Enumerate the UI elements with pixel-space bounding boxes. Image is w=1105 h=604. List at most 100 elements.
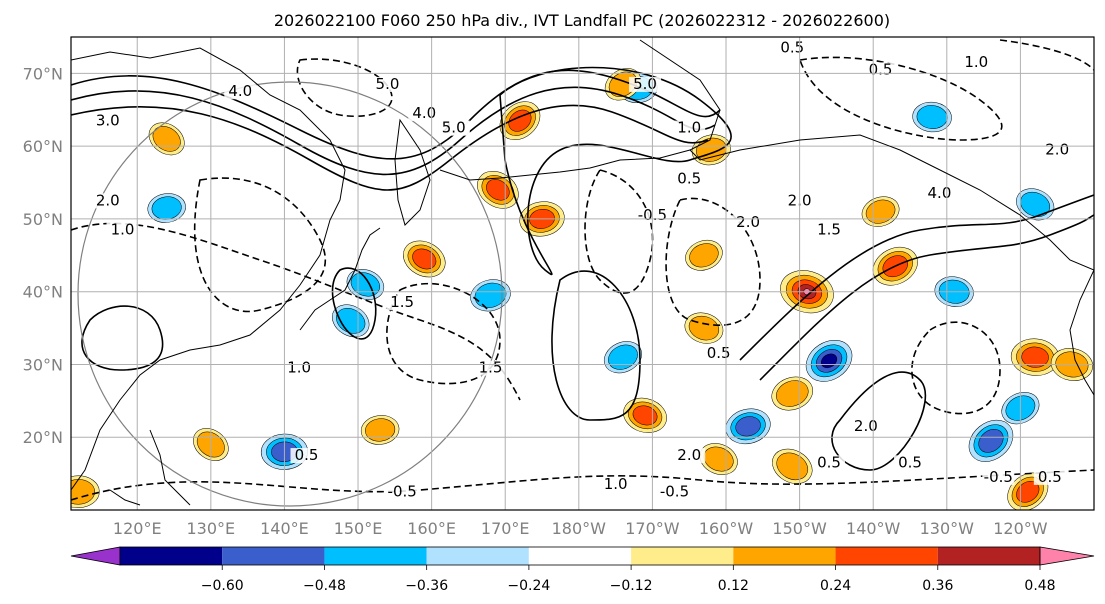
contour-label-bg [629,76,662,92]
y-tick-label: 50°N [23,210,63,229]
colorbar-segment [324,547,427,565]
divergence-shade-level [1020,191,1051,217]
contour-label: 2.0 [96,191,120,209]
map-plot-area: 2.0 5.0 4.0 5.0 4.0 3.0 2.0 1.0 1.5 1.5 1.0 0.5 -0.5… [71,37,1094,510]
negative-divergence-contour [584,169,654,294]
map-frame [70,36,1095,511]
divergence-shade-level [776,380,809,407]
colorbar-tick-label: 0.24 [820,578,851,594]
divergence-shade-level [689,243,719,268]
contour-label-bg [982,469,1015,485]
divergence-shade-blob [71,475,100,509]
contour-label-bg [386,295,419,311]
contour-label-bg [371,76,404,92]
divergence-shade-blob [1016,188,1055,221]
colorbar: −0.60 −0.48 −0.36 −0.24 −0.12 0.12 0.24 0.36 0.4… [70,546,1095,594]
x-axis-tick-labels: 120°E 130°E 140°E 150°E 160°E 170°E 180°W 170°W… [113,519,1048,538]
y-tick-label: 20°N [23,428,63,447]
negative-divergence-contour [71,469,1094,501]
contour-label: 2.0 [677,446,701,464]
x-tick-label: 120°W [993,519,1048,538]
contour-label-bg [91,193,124,209]
colorbar-segment [120,547,223,565]
x-tick-label: 120°E [113,519,162,538]
contour-label: 1.0 [964,53,988,71]
divergence-shade-blob [477,170,519,209]
contour-label-bg [1033,469,1066,485]
contour-label-bg [673,171,706,187]
divergence-shade-blob [685,239,723,271]
coastlines [71,39,1094,506]
contour-label-bg [408,106,441,122]
contour-label-bg [849,418,882,434]
divergence-shade-level [486,179,510,201]
contour-label: 5.0 [633,75,657,93]
contour-label: 4.0 [928,184,952,202]
negative-divergence-contour [296,58,393,118]
contour-label: 4.0 [412,104,436,122]
colorbar-tick-label: 0.12 [718,578,749,594]
coastline-asia [71,47,346,491]
x-tick-label: 160°W [699,519,754,538]
contour-label: 0.5 [1038,468,1062,486]
divergence-shade-blob [623,397,667,433]
contour-label-bg [960,55,993,71]
positive-ivt-contour [551,270,641,421]
colorbar-segment [733,547,836,565]
colorbar-outline [119,546,1041,566]
contour-label-bg [386,484,419,500]
contour-label: 2.0 [736,213,760,231]
divergence-shade-blob [470,279,511,312]
contour-label: 1.0 [287,359,311,377]
colorbar-tick-label: −0.24 [507,578,550,594]
x-tick-label: 130°E [187,519,236,538]
positive-ivt-contour [71,86,716,176]
coastline-alaska [639,39,1094,271]
colorbar-tick-label: −0.60 [201,578,244,594]
positive-ivt-contour [331,267,377,340]
y-tick-label: 70°N [23,64,63,83]
contour-label: 1.5 [817,220,841,238]
contour-lines-layer: 2.0 5.0 4.0 5.0 4.0 3.0 2.0 1.0 1.5 1.5 1.0 0.5 -0.5… [71,39,1094,507]
divergence-shade-level [71,479,95,505]
x-tick-label: 180°W [552,519,607,538]
colorbar-segment [222,547,325,565]
x-tick-label: 150°E [334,519,383,538]
x-tick-label: 140°W [846,519,901,538]
contour-label: 3.0 [96,111,120,129]
coastline-kamchatka [394,118,431,226]
colorbar-segment [528,547,632,565]
colorbar-tick-label: −0.48 [303,578,346,594]
contour-label-bg [923,186,956,202]
divergence-shade-blob [912,101,952,133]
contour-label-bg [813,222,846,238]
colorbar-tick-label: 0.48 [1024,578,1055,594]
divergence-shade-blob [403,240,446,278]
contour-label: 1.5 [390,293,414,311]
colorbar-segment [631,547,734,565]
contour-label-bg [437,120,470,136]
contour-label-bg [658,484,691,500]
contour-label: 1.5 [479,359,503,377]
contour-label: 0.5 [295,446,319,464]
colorbar-extend-low [70,546,121,566]
colorbar-tick-label: −0.12 [610,578,653,594]
contour-label-bg [702,346,735,362]
divergence-shade-blob [771,376,813,411]
x-tick-label: 130°W [920,519,975,538]
contour-label-bg [224,84,257,100]
negative-divergence-contour [71,222,521,401]
coastline-north-america [1069,269,1094,396]
contour-label: 0.5 [677,170,701,188]
divergence-shade-blob [968,419,1014,462]
contour-label-bg [91,113,124,129]
divergence-shade-level [412,248,437,270]
y-axis-tick-labels: 70°N 60°N 50°N 40°N 30°N 20°N [23,64,63,447]
positive-ivt-contour [71,104,709,191]
divergence-shade-level [978,428,1004,453]
divergence-shade-level [735,416,761,437]
contour-label-bg [813,455,846,471]
colorbar-segment [835,547,938,565]
contour-label-bg [673,120,706,136]
